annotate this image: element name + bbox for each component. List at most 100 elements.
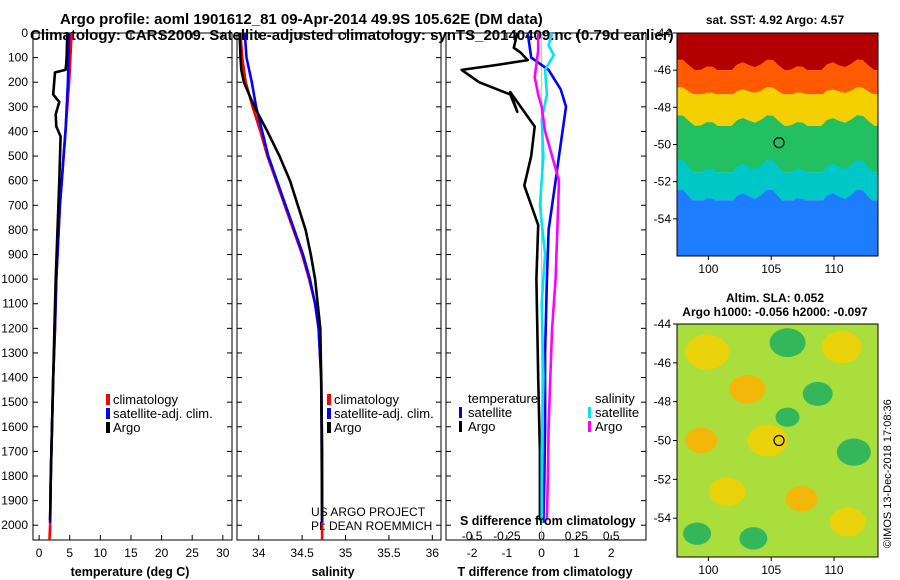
x-tick-label: -2 — [467, 546, 478, 560]
legend-title-salinity: salinity — [595, 391, 635, 406]
x-top-tick-label: -0.25 — [493, 529, 521, 543]
legend-label-diff-t-satellite: satellite — [468, 405, 512, 420]
sla-blob — [685, 334, 730, 370]
sst-band-edge — [677, 189, 878, 217]
series-line-temperature-climatology — [48, 32, 73, 541]
imos-credit: ©IMOS 13-Dec-2018 17:08:36 — [882, 399, 894, 548]
x-tick-label: 15 — [124, 546, 138, 560]
y-tick-label: 1100 — [2, 297, 28, 311]
sla-blob — [829, 507, 866, 537]
sla-blob — [769, 328, 806, 358]
x-top-tick-label: 0.5 — [603, 529, 620, 543]
map-x-tick-label: 110 — [824, 262, 843, 276]
project-credit-line1: US ARGO PROJECT — [311, 505, 426, 519]
map-y-tick-label: -50 — [654, 138, 672, 152]
map-y-tick-label: -50 — [654, 434, 672, 448]
y-tick-label: 1800 — [1, 469, 28, 483]
legend-label-temp-climatology: climatology — [113, 392, 179, 407]
map-y-tick-label: -54 — [654, 212, 672, 226]
series-line-temperature-satellite-adj-clim- — [48, 32, 71, 523]
s-diff-axis-title: S difference from climatology — [460, 514, 636, 528]
sla-blob — [785, 485, 818, 512]
map-sst-map: -44 -46 -48 -50 -52 -54 100 105 110 — [654, 26, 879, 276]
map-y-tick-label: -44 — [654, 317, 672, 331]
sla-blob — [683, 522, 712, 545]
legend-swatch-temp-climatology — [106, 394, 110, 405]
legend-swatch-diff-t-argo — [459, 421, 462, 432]
project-credit-line2: PI: DEAN ROEMMICH — [311, 519, 432, 533]
y-tick-label: 1000 — [1, 272, 28, 286]
legend-swatch-sal-satellite — [327, 408, 331, 419]
y-tick-label: 300 — [8, 100, 28, 114]
legend-label-sal-climatology: climatology — [334, 392, 400, 407]
y-tick-label: 500 — [8, 149, 28, 163]
panel-salinity: 34 34.5 35 35.5 36 — [236, 32, 442, 560]
x-tick-label: 35 — [339, 546, 353, 560]
sst-band-edge — [677, 87, 878, 111]
map-x-tick-label: 105 — [761, 262, 781, 276]
sst-band-edge — [677, 59, 878, 85]
sla-map-title-line1: Altim. SLA: 0.052 — [726, 291, 824, 305]
y-tick-label: 200 — [8, 75, 28, 89]
x-tick-label: 25 — [186, 546, 200, 560]
x-tick-label: 34 — [252, 546, 266, 560]
series-line-difference-t-argo — [460, 32, 542, 521]
legend-swatch-sal-climatology — [327, 394, 331, 405]
y-tick-label: 1300 — [1, 346, 28, 360]
legend-swatch-diff-s-argo — [588, 421, 591, 432]
sla-blob — [709, 477, 746, 507]
x-top-tick-label: 0.25 — [565, 529, 589, 543]
series-line-difference-s-satellite — [538, 32, 556, 523]
series-line-salinity-satellite-adj-clim- — [243, 32, 324, 523]
sla-blob — [739, 527, 768, 550]
panel-frame — [32, 32, 233, 541]
x-tick-label: 35.5 — [377, 546, 401, 560]
sst-band — [677, 211, 878, 256]
legend-swatch-diff-s-satellite — [588, 407, 591, 418]
sla-blob — [747, 424, 788, 457]
sst-band-edge — [677, 115, 878, 141]
x-tick-label: 1 — [573, 546, 580, 560]
x-tick-label: 34.5 — [290, 546, 314, 560]
sla-blob — [685, 427, 718, 454]
sla-blob — [836, 438, 871, 466]
map-y-tick-label: -48 — [654, 100, 672, 114]
y-tick-label: 900 — [8, 248, 28, 262]
x-tick-label: -1 — [502, 546, 513, 560]
temperature-axis-title: temperature (deg C) — [71, 565, 190, 579]
y-tick-label: 2000 — [1, 518, 28, 532]
figure-title-line1: Argo profile: aoml 1901612_81 09-Apr-201… — [60, 11, 543, 28]
sla-blob — [729, 374, 766, 404]
y-tick-label: 1500 — [1, 395, 28, 409]
x-tick-label: 0 — [36, 546, 43, 560]
x-tick-label: 20 — [155, 546, 169, 560]
map-y-tick-label: -44 — [654, 26, 672, 40]
legend-label-temp-satellite: satellite-adj. clim. — [113, 406, 213, 421]
series-line-difference-s-argo — [533, 33, 561, 521]
sla-blob — [821, 331, 862, 364]
sla-map-title-line2: Argo h1000: -0.056 h2000: -0.097 — [682, 305, 868, 319]
legend-swatch-temp-argo — [106, 422, 110, 433]
x-tick-label: 36 — [426, 546, 440, 560]
map-y-tick-label: -54 — [654, 511, 672, 525]
x-tick-label: 2 — [608, 546, 615, 560]
legend-label-sal-satellite: satellite-adj. clim. — [334, 406, 434, 421]
profile-location-marker — [773, 137, 785, 149]
y-tick-label: 700 — [8, 198, 28, 212]
legend-label-diff-t-argo: Argo — [468, 419, 495, 434]
x-tick-label: 30 — [216, 546, 230, 560]
series-line-difference-t-satellite — [526, 32, 568, 523]
y-tick-label: 800 — [8, 223, 28, 237]
map-y-tick-label: -52 — [654, 175, 672, 189]
legend-swatch-diff-t-satellite — [459, 407, 462, 418]
legend-title-temperature: temperature — [468, 391, 538, 406]
map-y-tick-label: -46 — [654, 356, 672, 370]
x-top-tick-label: -0.5 — [462, 529, 483, 543]
y-tick-label: 100 — [8, 51, 28, 65]
map-y-tick-label: -52 — [654, 472, 672, 486]
y-tick-label: 1700 — [1, 444, 28, 458]
panel-temperature: 0100200300400500600700800900100011001200… — [1, 26, 233, 560]
